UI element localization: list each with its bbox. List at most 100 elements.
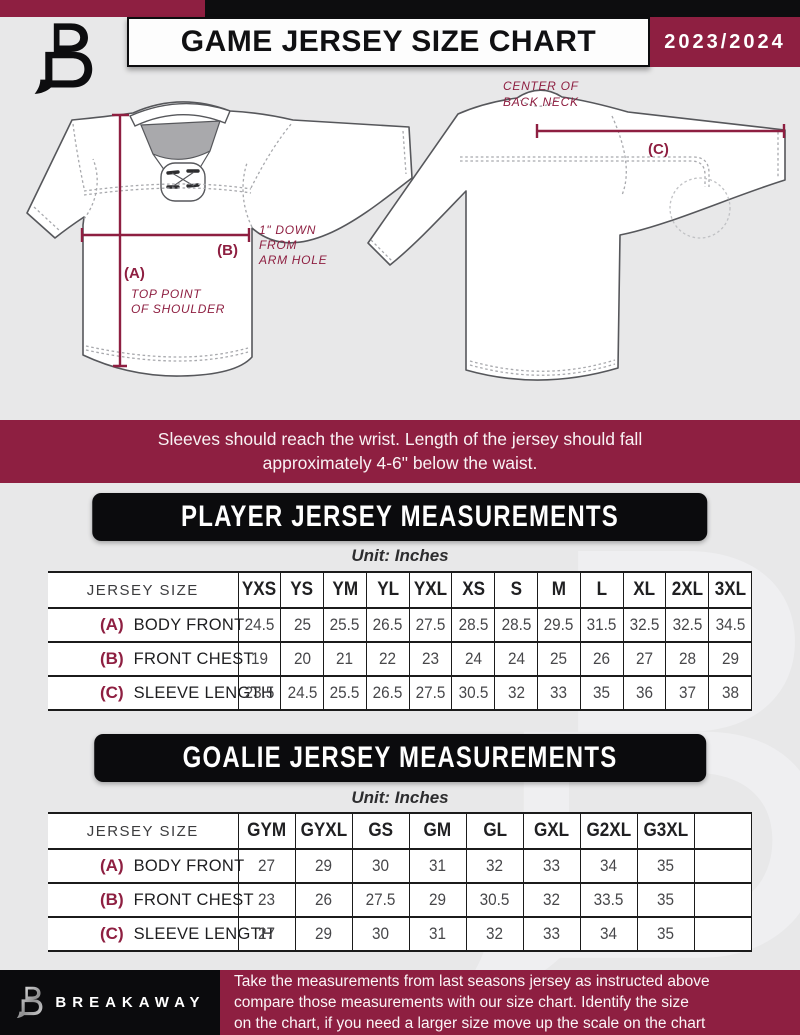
label-c-caption-2: BACK NECK — [503, 95, 579, 109]
size-column-header: YM — [323, 572, 367, 608]
size-column-header: L — [579, 572, 624, 608]
measurement-value: 31 — [408, 849, 467, 883]
size-header-row: JERSEY SIZE GYM GYXL GS GM GL GXL G2XL G3XL — [48, 813, 753, 849]
measurement-value: 27.5 — [408, 608, 452, 642]
measurement-line-a — [112, 113, 129, 368]
goalie-size-table: JERSEY SIZE GYM GYXL GS GM GL GXL G2XL G3XL (A) BO… — [48, 812, 753, 952]
measurement-value: 34 — [579, 917, 638, 951]
season-label: 2023/2024 — [664, 30, 786, 53]
measurement-value: 23 — [408, 642, 452, 676]
measurement-value: 36 — [622, 676, 666, 710]
top-strip-black — [205, 0, 800, 17]
size-header-row: JERSEY SIZE YXS YS YM YL YXL XS S M L XL 2XL 3XL — [48, 572, 752, 608]
label-a-caption-1: TOP POINT — [131, 287, 202, 301]
measurement-value: 29 — [294, 849, 353, 883]
label-b-caption-1: 1" DOWN — [259, 223, 316, 237]
measurement-value: 23.5 — [237, 676, 281, 710]
measurement-value: 32 — [522, 883, 581, 917]
jersey-diagrams: (B) 1" DOWN FROM ARM HOLE (A) TOP POINT … — [26, 79, 786, 381]
label-b-key: (B) — [217, 242, 238, 259]
fit-notice-banner: Sleeves should reach the wrist. Length o… — [0, 420, 800, 483]
measurement-label: (B) FRONT CHEST — [48, 883, 254, 917]
lace-toggles — [166, 169, 200, 189]
title-box: GAME JERSEY SIZE CHART — [127, 17, 650, 67]
measurement-value: 33 — [536, 676, 581, 710]
measurement-value: 22 — [365, 642, 410, 676]
label-a-key: (A) — [124, 265, 145, 282]
label-c-key: (C) — [648, 141, 669, 158]
measurement-value: 32.5 — [665, 608, 709, 642]
measurement-value: 25.5 — [323, 676, 367, 710]
footer-note-line-1: Take the measurements from last seasons … — [234, 972, 710, 990]
measurement-value: 28.5 — [494, 608, 538, 642]
top-strip-maroon — [0, 0, 205, 17]
measurement-value: 35 — [636, 883, 695, 917]
measurement-value: 29 — [708, 642, 752, 676]
measurement-label: (A) BODY FRONT — [48, 608, 244, 642]
size-column-header: XS — [451, 572, 495, 608]
measurement-row: (A) BODY FRONT 27 29 30 31 32 33 34 35 — [48, 849, 753, 883]
jersey-size-header: JERSEY SIZE — [48, 813, 238, 849]
size-column-header: YXL — [408, 572, 452, 608]
lace-placket — [160, 162, 206, 202]
measurement-value: 32 — [465, 849, 524, 883]
measurement-value: 21 — [323, 642, 367, 676]
jersey-size-header: JERSEY SIZE — [48, 572, 238, 608]
measurement-value: 27 — [237, 849, 296, 883]
measurement-line-c — [535, 124, 786, 138]
measurement-row: (B) FRONT CHEST 23 26 27.5 29 30.5 32 33.5 35 — [48, 883, 753, 917]
measurement-value: 27.5 — [351, 883, 410, 917]
measurement-value: 35 — [579, 676, 624, 710]
size-column-header: S — [494, 572, 538, 608]
footer-note-line-3: on the chart, if you need a larger size … — [234, 1015, 706, 1033]
measurement-value: 25 — [280, 608, 324, 642]
size-column-header: M — [536, 572, 581, 608]
label-a-caption-2: OF SHOULDER — [131, 302, 225, 316]
measurement-value: 30.5 — [451, 676, 495, 710]
footer-brand-box: BREAKAWAY — [0, 970, 220, 1035]
measurement-value: 28.5 — [451, 608, 495, 642]
measurement-label: (C) SLEEVE LENGTH — [48, 917, 273, 951]
measurement-value — [693, 917, 753, 951]
measurement-value: 37 — [665, 676, 709, 710]
measurement-value: 35 — [636, 917, 695, 951]
measurement-value: 38 — [708, 676, 752, 710]
measurement-value: 23 — [237, 883, 296, 917]
page-title: GAME JERSEY SIZE CHART — [180, 25, 597, 58]
measurement-value: 26.5 — [365, 676, 410, 710]
size-column-header: GS — [351, 813, 410, 849]
measurement-value: 24 — [494, 642, 538, 676]
size-column-header: YL — [365, 572, 410, 608]
measurement-row: (C) SLEEVE LENGTH 23.5 24.5 25.5 26.5 27.5 30.5… — [48, 676, 752, 710]
player-size-table: JERSEY SIZE YXS YS YM YL YXL XS S M L XL 2XL 3XL (A) B… — [48, 571, 752, 711]
label-b-caption-3: ARM HOLE — [258, 253, 328, 267]
measurement-value: 29 — [408, 883, 467, 917]
notice-line-2: approximately 4-6" below the waist. — [262, 453, 538, 473]
measurement-value: 20 — [280, 642, 324, 676]
measurement-value: 24.5 — [280, 676, 324, 710]
measurement-value: 26 — [579, 642, 624, 676]
size-column-header: GYM — [237, 813, 296, 849]
size-column-header: YXS — [237, 572, 281, 608]
measurement-value: 26.5 — [365, 608, 410, 642]
size-column-header: GL — [465, 813, 524, 849]
measurement-value: 27 — [622, 642, 666, 676]
measurement-value: 29 — [294, 917, 353, 951]
measurement-value: 31 — [408, 917, 467, 951]
measurement-value: 28 — [665, 642, 709, 676]
measurement-value: 19 — [237, 642, 281, 676]
breakaway-logo-footer — [17, 986, 43, 1018]
measurement-label: (A) BODY FRONT — [48, 849, 244, 883]
jersey-back-diagram: CENTER OF BACK NECK (C) — [367, 79, 786, 381]
footer-brand: BREAKAWAY — [55, 994, 206, 1011]
measurement-line-b — [80, 228, 251, 242]
breakaway-logo — [34, 23, 93, 94]
size-column-header: YS — [280, 572, 324, 608]
measurement-value: 32 — [494, 676, 538, 710]
size-column-header: 2XL — [665, 572, 709, 608]
measurement-value: 27 — [237, 917, 296, 951]
footer-note: Take the measurements from last seasons … — [220, 970, 800, 1035]
measurement-value: 25 — [536, 642, 581, 676]
size-column-header — [693, 813, 753, 849]
